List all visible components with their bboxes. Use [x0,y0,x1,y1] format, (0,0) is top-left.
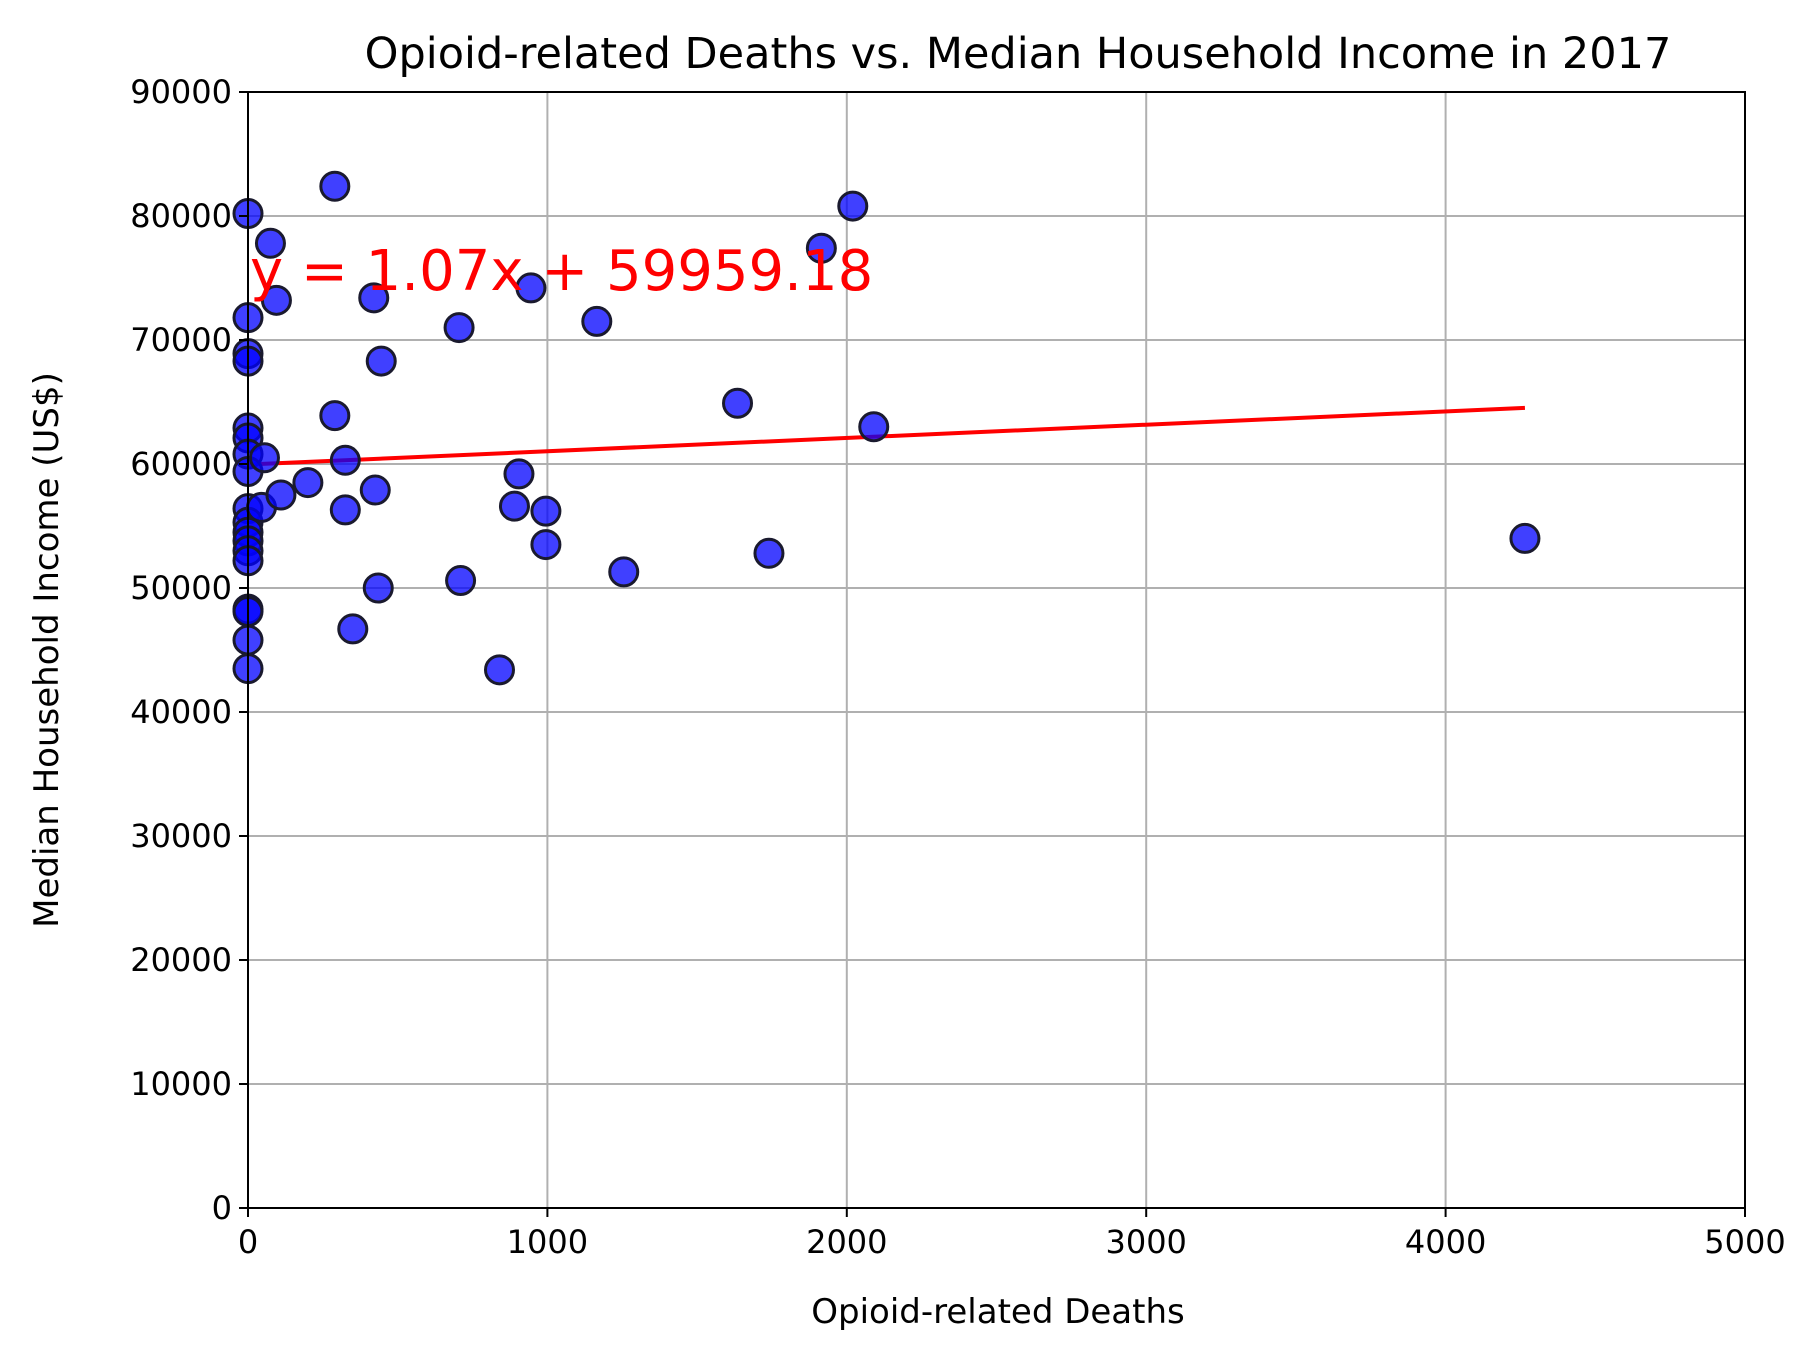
regression-line [247,405,1526,467]
data-point [329,494,361,526]
data-point [581,305,613,337]
data-point [722,387,754,419]
data-point [515,272,547,304]
data-point [362,572,394,604]
y-tick-label: 40000 [130,693,232,731]
y-tick-label: 80000 [130,197,232,235]
data-point [530,529,562,561]
y-axis-label: Median Household Income (US$) [27,372,67,928]
y-tick-label: 0 [212,1189,232,1227]
data-point [319,170,351,202]
regression-equation: y = 1.07x + 59959.18 [250,239,873,304]
y-tick-label: 70000 [130,321,232,359]
y-tick-label: 10000 [130,1065,232,1103]
data-point [319,400,351,432]
data-point [337,613,369,645]
y-tick-label: 50000 [130,569,232,607]
y-tick-label: 60000 [130,445,232,483]
data-point [265,479,297,511]
data-point [359,474,391,506]
data-point [608,556,640,588]
data-point [329,444,361,476]
y-axis-ticks: 0 10000 20000 30000 40000 50000 60000 70000 8000… [130,73,248,1227]
x-tick-label: 4000 [1405,1223,1486,1261]
data-point [858,411,890,443]
data-point [837,190,869,222]
data-point [358,282,390,314]
x-tick-label: 5000 [1704,1223,1785,1261]
data-point [483,654,515,686]
data-point [248,442,280,474]
x-axis-ticks: 0 1000 2000 3000 4000 5000 [238,1208,1786,1261]
data-point [443,312,475,344]
plot-frame [247,91,1746,1209]
x-tick-label: 2000 [806,1223,887,1261]
y-tick-label: 30000 [130,817,232,855]
chart-title: Opioid-related Deaths vs. Median Househo… [365,29,1672,79]
data-point [503,458,535,490]
data-points [232,170,1541,686]
x-axis-label: Opioid-related Deaths [811,1292,1185,1332]
data-point [530,495,562,527]
data-point [753,537,785,569]
x-tick-label: 0 [238,1223,258,1261]
x-tick-label: 3000 [1105,1223,1186,1261]
data-point [260,284,292,316]
y-tick-label: 90000 [130,73,232,111]
data-point [292,467,324,499]
regression-layer [247,405,1526,467]
y-tick-label: 20000 [130,941,232,979]
data-point [445,565,477,597]
data-point [365,345,397,377]
data-point [1509,522,1541,554]
data-point [498,490,530,522]
data-point [805,232,837,264]
data-point [254,227,286,259]
x-tick-label: 1000 [507,1223,588,1261]
